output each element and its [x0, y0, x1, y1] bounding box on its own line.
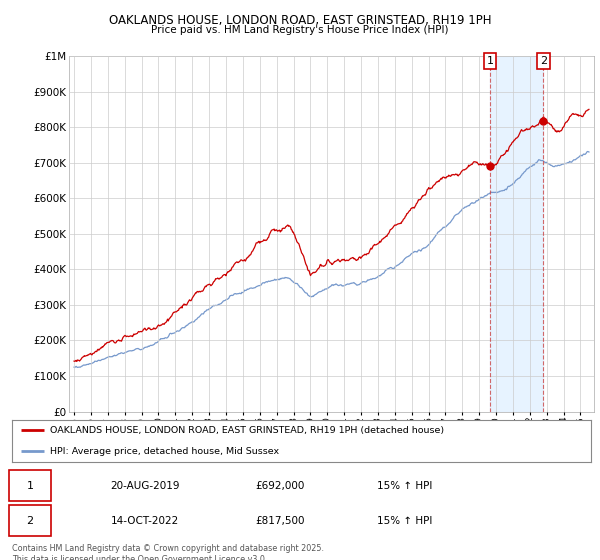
Text: £692,000: £692,000 [255, 481, 305, 491]
Text: 1: 1 [487, 56, 493, 66]
Text: Price paid vs. HM Land Registry's House Price Index (HPI): Price paid vs. HM Land Registry's House … [151, 25, 449, 35]
FancyBboxPatch shape [9, 505, 51, 536]
Text: 15% ↑ HPI: 15% ↑ HPI [377, 516, 432, 525]
Text: 15% ↑ HPI: 15% ↑ HPI [377, 481, 432, 491]
Text: 2: 2 [539, 56, 547, 66]
Text: 1: 1 [26, 481, 34, 491]
FancyBboxPatch shape [9, 470, 51, 501]
Text: 14-OCT-2022: 14-OCT-2022 [110, 516, 179, 525]
Text: HPI: Average price, detached house, Mid Sussex: HPI: Average price, detached house, Mid … [50, 446, 279, 456]
Text: OAKLANDS HOUSE, LONDON ROAD, EAST GRINSTEAD, RH19 1PH: OAKLANDS HOUSE, LONDON ROAD, EAST GRINST… [109, 14, 491, 27]
Bar [490, 56, 543, 412]
Text: Contains HM Land Registry data © Crown copyright and database right 2025.
This d: Contains HM Land Registry data © Crown c… [12, 544, 324, 560]
Text: £817,500: £817,500 [255, 516, 305, 525]
Text: 20-AUG-2019: 20-AUG-2019 [110, 481, 180, 491]
Text: 2: 2 [26, 516, 34, 525]
Text: OAKLANDS HOUSE, LONDON ROAD, EAST GRINSTEAD, RH19 1PH (detached house): OAKLANDS HOUSE, LONDON ROAD, EAST GRINST… [50, 426, 444, 435]
